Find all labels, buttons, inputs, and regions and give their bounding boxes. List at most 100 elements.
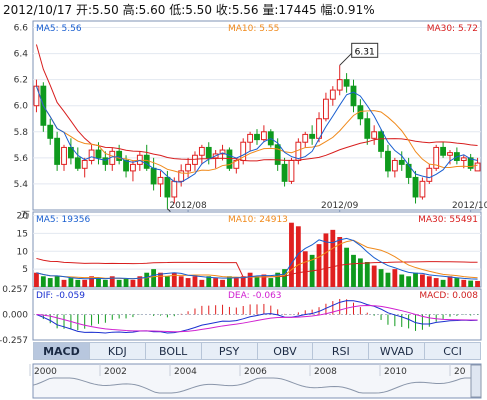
volume-bar <box>75 279 81 287</box>
candle-body <box>116 150 123 161</box>
candle-body <box>143 154 150 169</box>
tab-cci[interactable]: CCI <box>443 344 462 358</box>
date-tick-label: 2012/08 <box>169 201 207 211</box>
volume-bar <box>302 251 308 287</box>
volume-bar <box>254 276 260 287</box>
date-tick-label: 2012/10 <box>452 201 487 211</box>
navigator-year-label: 2010 <box>384 367 407 377</box>
volume-bar <box>261 274 267 287</box>
candle-body <box>350 85 357 107</box>
tab-psy[interactable]: PSY <box>202 343 258 359</box>
dea-line <box>36 305 478 333</box>
volume-unit-label: 万 <box>21 211 30 221</box>
volume-bar <box>461 279 467 287</box>
candle-body <box>54 137 61 165</box>
tab-boll[interactable]: BOLL <box>146 343 202 359</box>
quote-date: 2012/10/17 <box>3 3 73 17</box>
candle-body <box>336 79 343 91</box>
volume-bar <box>220 279 225 287</box>
candle-body <box>412 176 419 198</box>
volume-bar <box>323 233 329 287</box>
volume-bar <box>68 278 74 287</box>
candle-body <box>33 85 40 107</box>
volume-bar <box>227 276 232 287</box>
price-tick-label: 6.6 <box>14 24 29 34</box>
candle-body <box>61 146 67 165</box>
volume-bar <box>330 229 336 287</box>
volume-bar <box>213 278 219 287</box>
price-tick-label: 6.0 <box>14 102 29 112</box>
volume-bar <box>399 274 405 287</box>
volume-bar <box>158 272 163 287</box>
ma10-line <box>35 86 478 174</box>
close-value: 5.56 <box>231 3 259 17</box>
volume-bar <box>151 269 157 287</box>
price-panel-frame <box>32 20 482 211</box>
price-tick-label: 6.2 <box>14 76 28 86</box>
candle-body <box>460 157 467 161</box>
volume-bar <box>413 272 418 287</box>
volume-bar <box>351 254 356 287</box>
low-value: 5.50 <box>185 3 212 17</box>
volume-bar <box>54 276 60 287</box>
volume-bar <box>392 269 398 287</box>
candle-body <box>123 159 129 172</box>
price-tick-label: 5.6 <box>14 154 29 164</box>
candle-body <box>130 163 136 172</box>
date-tick-label: 2012/09 <box>321 201 359 211</box>
volume-ma5-line <box>36 237 478 280</box>
candle-body <box>274 144 281 165</box>
candle-body <box>254 133 260 141</box>
high-pointer <box>339 52 353 66</box>
volume-bar <box>426 276 432 287</box>
candle-body <box>205 146 212 159</box>
change-label: 幅: <box>320 3 337 17</box>
volume-bar <box>171 272 177 287</box>
candle-body <box>171 180 178 198</box>
candle-body <box>467 157 474 169</box>
candle-body <box>136 154 143 165</box>
volume-bar <box>420 274 425 287</box>
navigator-frame <box>32 363 482 399</box>
candle-body <box>309 133 316 139</box>
tab-macd[interactable]: MACD <box>34 343 90 359</box>
volume-bar <box>247 272 253 287</box>
volume-tick-label: 5 <box>22 265 28 275</box>
high-value: 5.60 <box>138 3 166 17</box>
navigator-year-label: 2004 <box>174 367 197 377</box>
open-label: 开: <box>76 3 93 17</box>
volume-bar <box>144 272 150 287</box>
volume-bar <box>406 276 412 287</box>
tab-wvad[interactable]: WVAD <box>369 343 426 359</box>
volume-bar <box>282 269 287 287</box>
volume-bar <box>89 276 94 287</box>
high-box <box>351 42 379 58</box>
candle-body <box>398 159 405 165</box>
volume-bar <box>316 244 322 287</box>
volume-bar <box>295 226 301 287</box>
volume-bar <box>440 279 446 287</box>
volume-bar <box>468 280 474 287</box>
volume-bar <box>47 278 53 287</box>
candle-body <box>74 157 81 169</box>
navigator-year-label: 2006 <box>244 367 267 377</box>
candle-body <box>288 159 295 182</box>
candle-body <box>302 133 309 143</box>
candle-body <box>178 170 185 182</box>
dif-line <box>36 300 478 334</box>
candle-body <box>198 146 205 156</box>
volume-bar <box>164 276 170 287</box>
volume-ma5-legend: MA5: 19356 <box>36 215 90 225</box>
navigator-year-label: 20 <box>454 367 466 377</box>
tab-kdj[interactable]: KDJ <box>90 343 146 359</box>
ma5-line <box>35 86 478 183</box>
close-label: 收: <box>215 3 232 17</box>
tab-rsi[interactable]: RSI <box>313 343 370 359</box>
price-ma5-legend: MA5: 5.56 <box>36 24 82 34</box>
ma30-line <box>35 44 478 162</box>
price-ma10-legend: MA10: 5.55 <box>228 24 279 34</box>
volume-bar <box>475 280 480 287</box>
tab-obv[interactable]: OBV <box>258 343 314 359</box>
volume-bar <box>344 247 350 287</box>
